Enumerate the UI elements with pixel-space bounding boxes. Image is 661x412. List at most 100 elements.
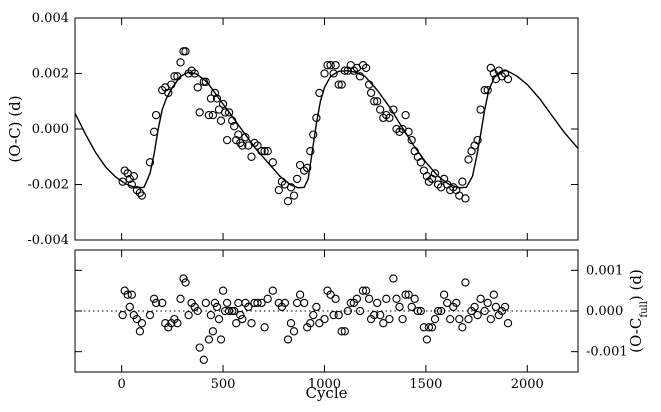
bottom-data-point (464, 314, 473, 324)
bottom-data-point (315, 319, 324, 328)
bottom-data-point (210, 298, 220, 308)
top-data-point (247, 152, 256, 161)
top-data-point (201, 77, 210, 86)
bottom-data-point (419, 323, 429, 332)
top-data-point (320, 69, 329, 78)
top-data-point (458, 177, 467, 186)
bottom-data-point (439, 290, 449, 299)
bottom-data-point (208, 327, 218, 336)
bottom-y-axis-label-main: (O-C (627, 318, 645, 353)
top-data-point (326, 61, 335, 70)
bottom-x-tick-label: 2000 (511, 377, 544, 392)
bottom-data-point (199, 355, 208, 364)
top-data-point (385, 113, 394, 123)
bottom-data-point (289, 327, 299, 336)
bottom-data-point (149, 294, 159, 303)
bottom-data-point (401, 290, 410, 299)
bottom-data-point (452, 298, 461, 308)
top-data-point (461, 194, 470, 203)
bottom-data-point (382, 294, 391, 303)
bottom-data-point (151, 298, 161, 308)
top-data-point (190, 69, 199, 78)
bottom-data-point (343, 306, 352, 316)
top-data-point (331, 61, 340, 70)
top-data-point (473, 135, 482, 145)
top-data-point (464, 155, 473, 164)
top-data-point (195, 108, 204, 117)
bottom-data-point (361, 286, 371, 295)
bottom-data-point (127, 290, 136, 299)
bottom-data-point (458, 323, 467, 332)
bottom-data-point (320, 314, 329, 324)
top-data-point (309, 130, 318, 139)
bottom-data-point (181, 278, 190, 287)
bottom-data-point (443, 298, 452, 308)
top-data-point (401, 110, 410, 120)
top-data-point (176, 58, 185, 67)
bottom-data-point (253, 298, 262, 308)
top-data-point (376, 105, 385, 114)
bottom-data-point (486, 314, 495, 324)
bottom-data-point (236, 310, 245, 320)
top-data-point (329, 69, 338, 78)
top-data-point (361, 63, 371, 73)
bottom-data-point (480, 306, 489, 316)
bottom-y-tick-label: 0.000 (586, 304, 623, 319)
bottom-data-point (355, 306, 365, 316)
bottom-data-point (300, 298, 309, 308)
bottom-data-point (260, 323, 269, 332)
bottom-data-point (334, 310, 343, 320)
top-data-point (151, 110, 161, 120)
bottom-data-point (145, 310, 155, 320)
top-data-point (422, 172, 432, 181)
top-data-point (204, 110, 214, 120)
bottom-data-point (132, 314, 142, 324)
bottom-data-point (179, 274, 188, 283)
top-data-point (289, 191, 299, 200)
bottom-data-point (238, 314, 247, 324)
bottom-data-point (455, 314, 464, 324)
bottom-data-point (446, 314, 455, 324)
top-data-point (337, 80, 346, 89)
bottom-data-point (398, 314, 407, 324)
bottom-y-tick-label: 0.001 (586, 263, 623, 278)
bottom-y-tick-label: -0.001 (586, 345, 628, 360)
top-data-point (145, 158, 155, 167)
bottom-data-point (230, 306, 239, 316)
bottom-data-point (268, 286, 277, 295)
top-data-point (286, 183, 296, 192)
top-panel: -0.004 -0.002 0.000 0.002 0.004 (O-C) (d) (6, 11, 579, 248)
top-data-point (430, 169, 440, 178)
top-data-point (334, 80, 343, 89)
bottom-data-point (407, 302, 416, 312)
bottom-data-point (416, 306, 425, 316)
bottom-data-point (158, 298, 167, 308)
bottom-data-point (329, 310, 338, 320)
top-plot-frame (74, 17, 579, 241)
top-data-point (370, 97, 379, 106)
bottom-y-axis-label-suffix: ) (d) (627, 269, 645, 301)
bottom-data-point (489, 290, 498, 299)
top-y-tick-label: -0.002 (27, 178, 69, 193)
bottom-data-point (373, 298, 382, 308)
top-data-point (476, 105, 485, 114)
bottom-x-tick-label: 1500 (409, 377, 442, 392)
top-data-point (416, 158, 425, 167)
bottom-data-point (346, 298, 355, 308)
bottom-data-point (392, 294, 401, 303)
bottom-data-point (500, 302, 510, 312)
bottom-data-point (193, 306, 202, 316)
bottom-data-point (413, 306, 422, 316)
bottom-data-point (395, 302, 404, 312)
bottom-data-point (135, 327, 145, 336)
top-y-tick-label: 0.000 (32, 122, 69, 137)
bottom-data-point (216, 335, 226, 344)
bottom-data-point (232, 319, 241, 328)
top-data-point (208, 110, 218, 120)
top-data-point (206, 94, 216, 103)
bottom-data-point (306, 319, 315, 328)
top-data-point (274, 185, 283, 195)
bottom-data-point (222, 298, 232, 308)
top-y-tick-label: 0.002 (32, 67, 69, 82)
bottom-data-point (491, 302, 501, 312)
